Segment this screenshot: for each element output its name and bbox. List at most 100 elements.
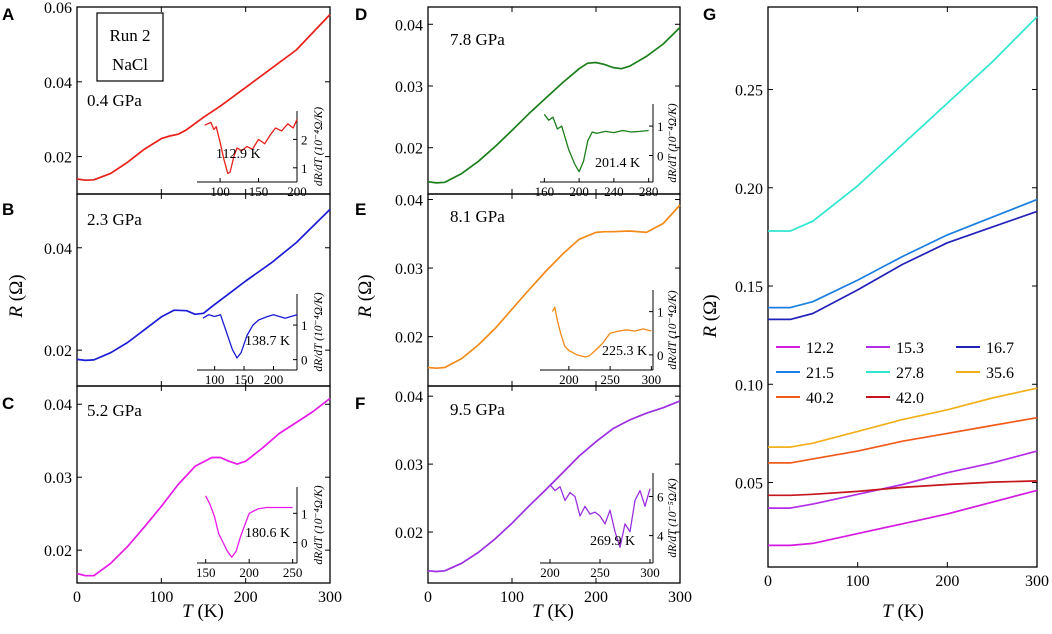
r-curve [427, 204, 681, 370]
inset-x-tick-label: 150 [249, 184, 269, 199]
x-tick-label: 200 [234, 589, 258, 606]
x-tick-label: 300 [668, 589, 692, 606]
inset-x-tick-label: 200 [239, 565, 259, 580]
x-tick-label: 200 [584, 589, 608, 606]
x-tick-label: 0 [73, 589, 81, 606]
x-tick-label: 100 [149, 589, 173, 606]
dr-dt-curve [549, 484, 651, 548]
inset-y-label: dR/dT (10⁻⁴Ω/K) [313, 485, 325, 564]
labels-layer: Run 2 NaCl R (Ω) R (Ω) R (Ω) T (K) T (K)… [6, 12, 924, 622]
x-tick-label: 200 [935, 573, 959, 590]
series-line-40.2 [768, 416, 1038, 464]
panel-frame [767, 6, 1038, 568]
legend: 12.2 15.3 16.7 21.5 27.8 35.6 40.2 42.0 [776, 340, 1014, 407]
dr-dt-curve [543, 113, 649, 173]
inset-y-tick-label: 0 [657, 348, 664, 363]
run-label: Run 2 [109, 26, 150, 45]
panel-letter: C [2, 394, 14, 413]
panel-d: D 0.02 0.03 0.04 7.8 GPa 160 200 240 280 0 1 201.4 … [355, 5, 681, 199]
x-axis-label-middle-unit: (K) [543, 601, 574, 622]
y-axis-label-right-unit: (Ω) [700, 294, 721, 326]
transition-temperature: 112.9 K [216, 147, 261, 162]
panel-letter: E [355, 200, 366, 219]
legend-label: 35.6 [986, 365, 1014, 382]
inset-y-tick-label: 0 [301, 353, 308, 368]
y-axis-label-left-symbol: R [6, 306, 27, 319]
y-tick-label: 0.04 [44, 75, 72, 92]
panel-a: A 0.02 0.04 0.06 0.4 GPa 100 150 200 1 2 112.9 K dR… [2, 0, 331, 199]
y-tick-label: 0.03 [44, 470, 72, 487]
pressure-label: 5.2 GPa [87, 401, 142, 420]
medium-label: NaCl [112, 55, 148, 74]
inset-x-tick-label: 200 [287, 184, 307, 199]
pressure-label: 2.3 GPa [87, 210, 142, 229]
x-tick-label: 0 [764, 573, 772, 590]
inset-x-tick-label: 200 [559, 372, 579, 387]
transition-temperature: 180.6 K [245, 526, 290, 541]
legend-label: 42.0 [896, 390, 924, 407]
x-tick-label: 300 [1025, 573, 1049, 590]
inset-y-tick-label: 4 [657, 529, 664, 544]
inset-y-tick-label: 2 [301, 132, 308, 147]
inset-y-tick-label: 1 [657, 305, 664, 320]
panel-letter: A [2, 5, 14, 24]
inset: 200 250 300 4 6 269.9 K dR/dT (10⁻⁵Ω/K) [540, 473, 679, 580]
inset-x-tick-label: 240 [604, 184, 624, 199]
panel-letter: G [703, 5, 716, 24]
y-tick-label: 0.04 [44, 397, 72, 414]
x-axis-label-left: T (K) [182, 601, 224, 622]
inset-y-tick-label: 1 [657, 119, 664, 134]
inset-x-tick-label: 250 [283, 565, 303, 580]
legend-label: 16.7 [986, 340, 1014, 357]
y-tick-label: 0.04 [395, 389, 423, 406]
x-tick-label: 300 [318, 589, 342, 606]
y-tick-label: 0.02 [395, 141, 423, 158]
x-tick-label: 100 [500, 589, 524, 606]
pressure-label: 9.5 GPa [450, 400, 505, 419]
transition-temperature: 269.9 K [590, 534, 635, 549]
panel-frame [76, 385, 331, 584]
y-tick-label: 0.15 [735, 279, 763, 296]
pressure-label: 7.8 GPa [450, 30, 505, 49]
inset-x-tick-label: 280 [639, 184, 659, 199]
inset-x-tick-label: 300 [640, 565, 660, 580]
r-curve [427, 26, 681, 184]
y-tick-label: 0.06 [44, 0, 72, 17]
inset-x-tick-label: 100 [210, 184, 230, 199]
inset-x-tick-label: 100 [205, 372, 225, 387]
inset-x-tick-label: 300 [642, 372, 662, 387]
inset-x-tick-label: 200 [540, 565, 560, 580]
y-tick-label: 0.02 [395, 330, 423, 347]
y-tick-label: 0.04 [44, 241, 72, 258]
legend-label: 27.8 [896, 365, 924, 382]
x-axis-label-right: T (K) [882, 601, 924, 622]
inset-y-tick-label: 6 [657, 489, 664, 504]
series-line-21.5 [768, 198, 1038, 309]
inset-y-tick-label: 0 [657, 149, 664, 164]
series-line-16.7 [768, 210, 1038, 321]
y-tick-label: 0.02 [44, 150, 72, 167]
y-axis-label-left: R (Ω) [6, 274, 27, 318]
run-box: Run 2 NaCl [96, 12, 164, 82]
dr-dt-curve [202, 314, 298, 359]
r-curve [76, 397, 331, 577]
y-axis-label-middle: R (Ω) [355, 274, 376, 318]
transition-temperature: 138.7 K [245, 334, 290, 349]
y-tick-label: 0.25 [735, 83, 763, 100]
legend-label: 21.5 [806, 365, 834, 382]
y-axis-label-middle-unit: (Ω) [355, 274, 376, 306]
panel-frame [427, 385, 681, 584]
legend-label: 15.3 [896, 340, 924, 357]
series-line-42.0 [768, 480, 1038, 497]
inset-x-tick-label: 200 [264, 372, 284, 387]
panel-c: C 0.02 0.03 0.04 0 100 200 300 5.2 GPa 150 200 250 0… [2, 385, 342, 606]
inset-y-label: dR/dT (10⁻⁴Ω/K) [667, 103, 679, 182]
y-tick-label: 0.02 [44, 343, 72, 360]
panel-f: F 0.02 0.03 0.04 0 100 200 300 9.5 GPa 200 250 300 4… [355, 385, 692, 606]
inset-y-tick-label: 0 [301, 536, 308, 551]
y-tick-label: 0.03 [395, 261, 423, 278]
